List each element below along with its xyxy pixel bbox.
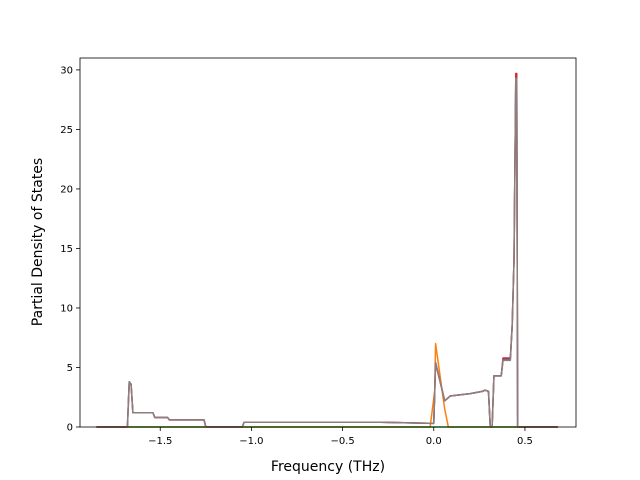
x-tick-label: −1.0 xyxy=(239,436,263,447)
y-tick-label: 30 xyxy=(60,65,73,76)
series-5-line xyxy=(96,77,558,428)
y-axis-label: Partial Density of States xyxy=(30,158,46,326)
y-axis-ticks: 0 5 10 15 20 25 30 xyxy=(60,65,80,434)
y-tick-label: 10 xyxy=(60,303,73,314)
x-tick-label: −1.5 xyxy=(148,436,172,447)
y-tick-label: 0 xyxy=(67,423,73,434)
y-tick-label: 20 xyxy=(60,184,73,195)
y-tick-label: 15 xyxy=(60,244,73,255)
x-tick-label: −0.5 xyxy=(330,436,354,447)
y-tick-label: 5 xyxy=(67,363,73,374)
plot-frame xyxy=(79,57,577,428)
plot-area xyxy=(80,58,576,427)
x-axis-ticks: −1.5 −1.0 −0.5 0.0 0.5 xyxy=(148,427,533,447)
y-tick-label: 25 xyxy=(60,125,73,136)
x-tick-label: 0.0 xyxy=(426,436,442,447)
x-tick-label: 0.5 xyxy=(517,436,533,447)
x-axis-label: Frequency (THz) xyxy=(271,459,385,475)
